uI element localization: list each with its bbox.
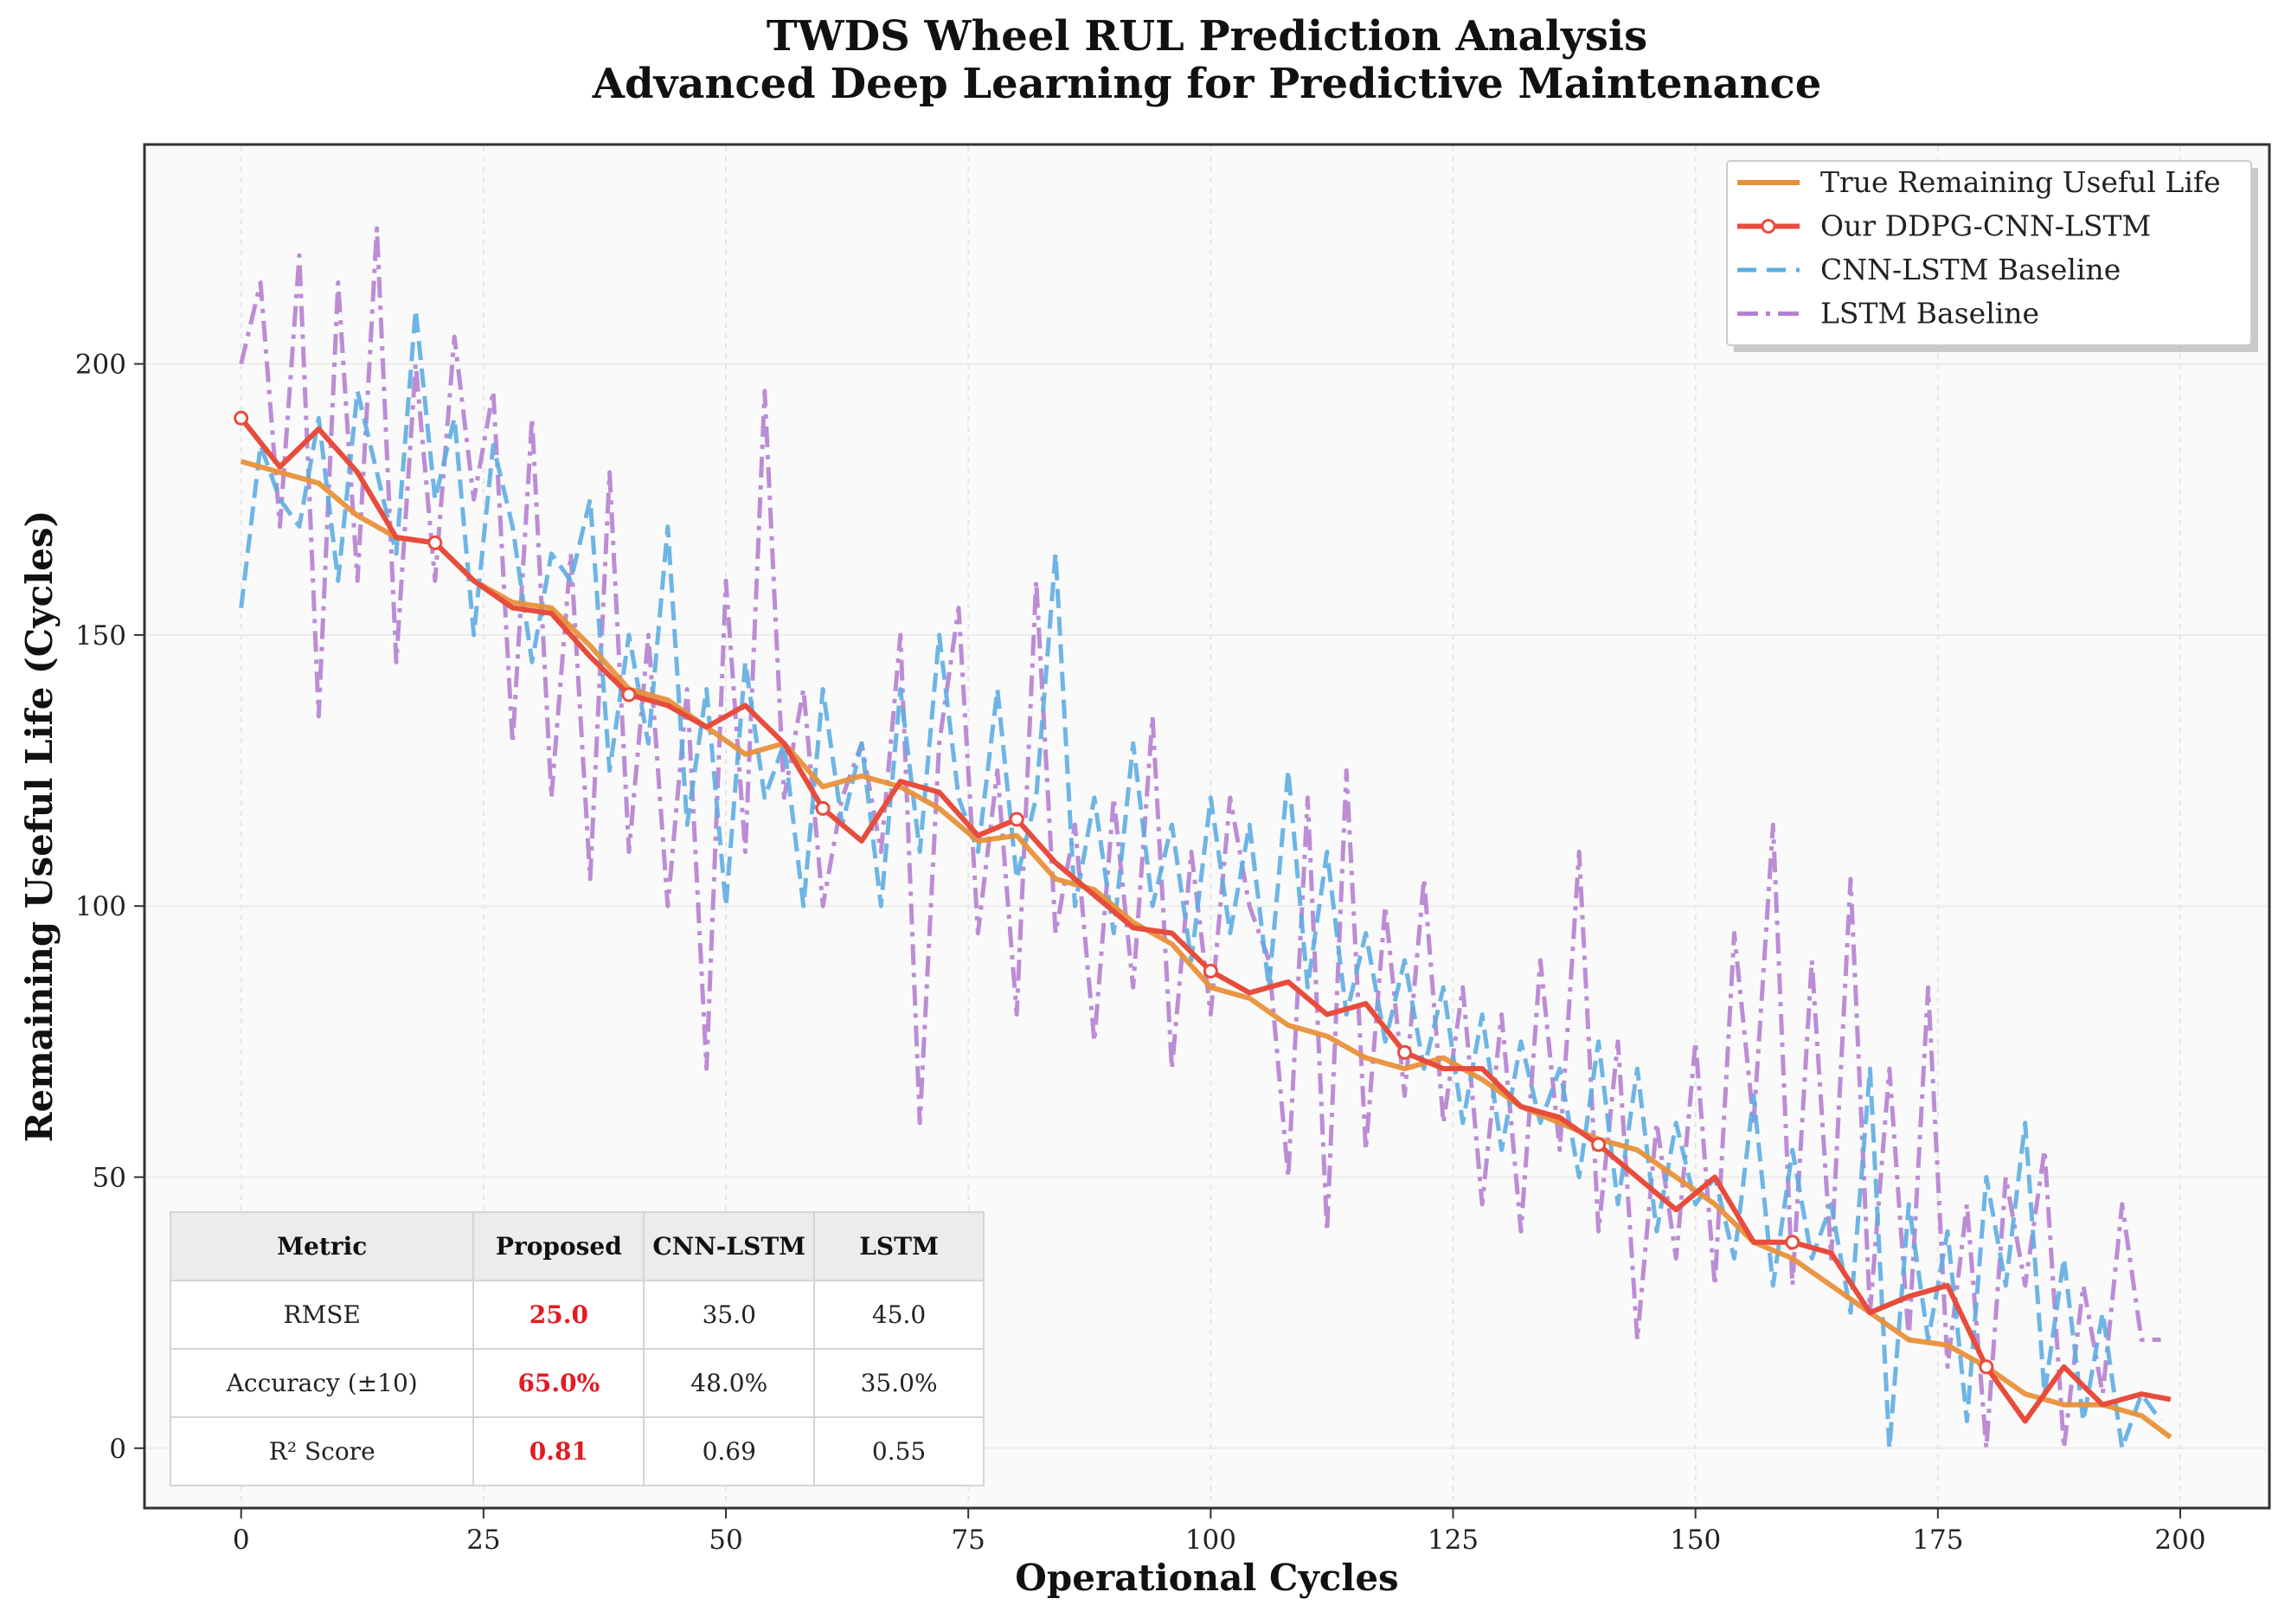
table-cell: 35.0% <box>813 1348 985 1418</box>
table-cell: R² Score <box>169 1416 475 1486</box>
x-tick-label: 0 <box>233 1525 250 1556</box>
data-point-marker <box>1785 1235 1800 1250</box>
table-cell: 65.0% <box>472 1348 645 1418</box>
table-cell: 25.0 <box>472 1280 645 1350</box>
legend-box <box>1726 160 2252 346</box>
data-point-marker <box>1979 1359 1994 1375</box>
table-cell: 0.81 <box>472 1416 645 1486</box>
table-cell: 35.0 <box>643 1280 816 1350</box>
y-tick-label: 150 <box>75 620 126 652</box>
x-tick-label: 175 <box>1912 1525 1963 1556</box>
chart-subtitle: Advanced Deep Learning for Predictive Ma… <box>592 60 1822 108</box>
x-tick-label: 100 <box>1185 1525 1236 1556</box>
x-tick-label: 75 <box>951 1525 985 1556</box>
table-cell: Accuracy (±10) <box>169 1348 475 1418</box>
x-tick-label: 150 <box>1670 1525 1721 1556</box>
table-cell: 48.0% <box>643 1348 816 1418</box>
table-cell: 45.0 <box>813 1280 985 1350</box>
y-tick-label: 50 <box>93 1163 126 1194</box>
x-tick-label: 200 <box>2154 1525 2205 1556</box>
table-header-cell: Proposed <box>472 1211 645 1281</box>
legend-marker <box>1761 219 1776 234</box>
data-point-marker <box>621 687 637 703</box>
data-point-marker <box>1203 963 1218 979</box>
table-cell: RMSE <box>169 1280 475 1350</box>
series-line-true-remaining-useful-life <box>240 459 2172 1440</box>
table-header-cell: LSTM <box>813 1211 985 1281</box>
x-tick-label: 25 <box>466 1525 500 1556</box>
table-header-cell: CNN-LSTM <box>643 1211 816 1281</box>
table-header-cell: Metric <box>169 1211 475 1281</box>
y-tick-label: 200 <box>75 350 126 381</box>
data-point-marker <box>1396 1044 1412 1060</box>
table-row: R² Score 0.81 0.69 0.55 <box>169 1416 985 1486</box>
table-cell: 0.55 <box>813 1416 985 1486</box>
y-axis-label: Remaining Useful Life (Cycles) <box>18 510 61 1143</box>
y-tick-label: 0 <box>109 1434 126 1465</box>
series-line-lstm-baseline <box>239 226 2161 1451</box>
table-row: Accuracy (±10) 65.0% 48.0% 35.0% <box>169 1348 985 1418</box>
legend: True Remaining Useful Life Our DDPG-CNN-L… <box>1726 160 2258 352</box>
data-point-marker <box>815 800 831 816</box>
table-row: RMSE 25.0 35.0 45.0 <box>169 1280 985 1350</box>
data-point-marker <box>1009 812 1024 827</box>
series-line-cnn-lstm-baseline <box>239 307 2163 1451</box>
chart-title: TWDS Wheel RUL Prediction Analysis <box>767 12 1647 61</box>
legend-label: CNN-LSTM Baseline <box>1820 253 2121 286</box>
legend-label: LSTM Baseline <box>1820 297 2039 331</box>
y-tick-label: 100 <box>75 891 126 922</box>
legend-label: Our DDPG-CNN-LSTM <box>1820 209 2151 243</box>
table-cell: 0.69 <box>643 1416 816 1486</box>
data-point-marker <box>1591 1137 1607 1152</box>
data-point-marker <box>427 535 443 550</box>
metrics-table: Metric Proposed CNN-LSTM LSTM RMSE 25.0 35.0 4… <box>169 1211 985 1486</box>
x-tick-label: 50 <box>709 1525 742 1556</box>
legend-label: True Remaining Useful Life <box>1820 165 2221 199</box>
x-axis-label: Operational Cycles <box>1015 1557 1398 1599</box>
x-tick-label: 125 <box>1428 1525 1479 1556</box>
data-point-marker <box>234 410 249 426</box>
